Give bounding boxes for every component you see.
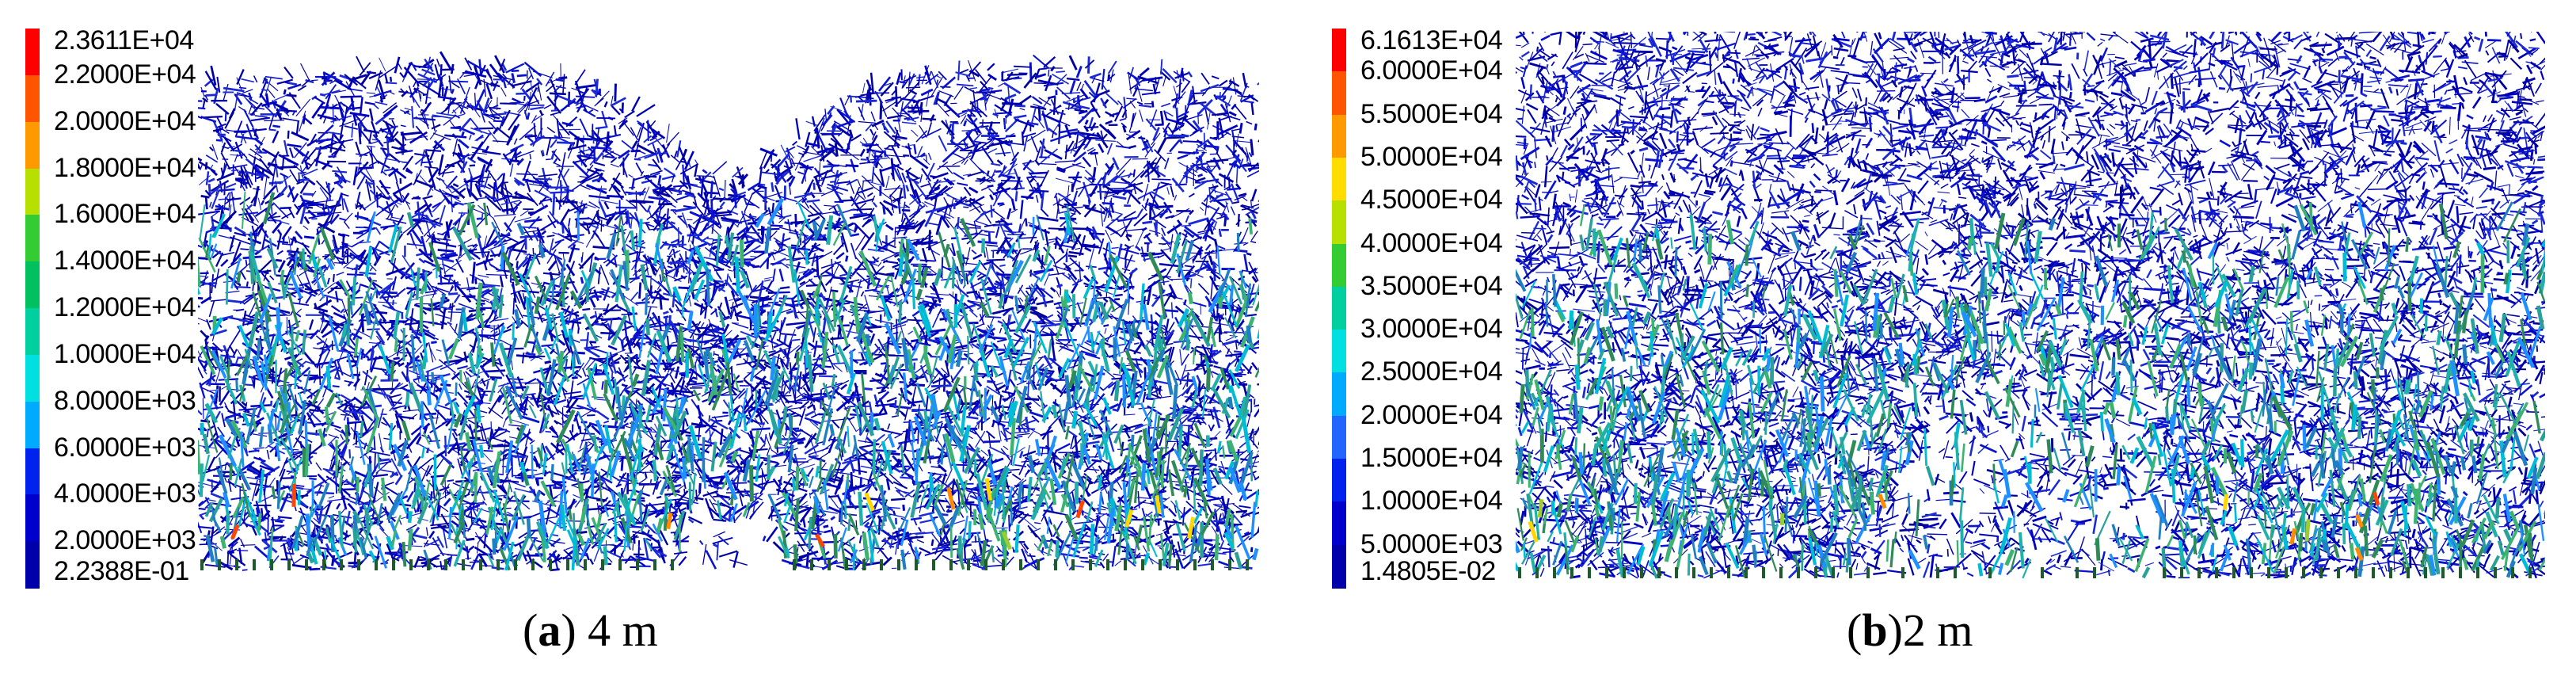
colorbar-segment	[25, 122, 40, 170]
colorbar-tick-label: 1.4805E-02	[1360, 556, 1496, 587]
colorbar-tick-label: 1.2000E+04	[54, 292, 196, 323]
colorbar-segment	[1332, 115, 1346, 158]
colorbar-segment	[1332, 501, 1346, 545]
colorbar-segment	[25, 169, 40, 216]
colorbar-segment	[25, 75, 40, 123]
panel-a: 2.3611E+04 2.2000E+04 2.0000E+04 1.8000E+04…	[0, 0, 1288, 690]
colorbar-segment	[1332, 416, 1346, 459]
colorbar-tick-label: 8.0000E+03	[54, 386, 196, 417]
panel-b: 6.1613E+04 6.0000E+04 5.5000E+04 5.0000E+04…	[1288, 0, 2576, 690]
colorbar-segment	[25, 448, 40, 496]
colorbar-tick-label: 6.0000E+03	[54, 433, 196, 463]
colorbar-segment	[25, 355, 40, 402]
colorbar-tick-label: 3.0000E+04	[1360, 314, 1502, 345]
colorbar-segment	[1332, 545, 1346, 589]
colorbar-segment	[25, 308, 40, 356]
colorbar-tick-label: 2.3611E+04	[54, 25, 194, 56]
force-chain-plot-b	[1516, 32, 2545, 586]
colorbar-tick-label: 2.5000E+04	[1360, 356, 1502, 387]
colorbar-tick-label: 1.0000E+04	[1360, 486, 1502, 517]
colorbar-tick-label: 5.5000E+04	[1360, 99, 1502, 130]
colorbar-tick-label: 2.2388E-01	[54, 556, 189, 587]
colorbar-b	[1332, 29, 1346, 588]
caption-b: (b)2 m	[1847, 604, 1973, 657]
colorbar-tick-label: 5.0000E+03	[1360, 529, 1502, 560]
colorbar-a	[25, 29, 40, 588]
colorbar-tick-label: 1.4000E+04	[54, 246, 196, 276]
colorbar-segment	[1332, 71, 1346, 115]
colorbar-segment	[1332, 200, 1346, 244]
colorbar-tick-label: 1.0000E+04	[54, 339, 196, 370]
colorbar-tick-label: 2.0000E+04	[1360, 400, 1502, 431]
colorbar-segment	[25, 402, 40, 449]
colorbar-tick-label: 2.0000E+03	[54, 525, 196, 556]
colorbar-tick-label: 2.2000E+04	[54, 59, 196, 90]
colorbar-tick-label: 1.6000E+04	[54, 199, 196, 230]
colorbar-tick-label: 3.5000E+04	[1360, 271, 1502, 302]
colorbar-segment	[25, 215, 40, 262]
colorbar-tick-label: 4.0000E+04	[1360, 228, 1502, 259]
colorbar-tick-label: 4.0000E+03	[54, 478, 196, 509]
colorbar-segment	[25, 541, 40, 589]
colorbar-segment	[25, 29, 40, 76]
colorbar-tick-label: 4.5000E+04	[1360, 185, 1502, 215]
colorbar-segment	[1332, 158, 1346, 201]
colorbar-tick-label: 5.0000E+04	[1360, 142, 1502, 173]
colorbar-segment	[1332, 330, 1346, 373]
colorbar-segment	[1332, 287, 1346, 330]
colorbar-segment	[25, 494, 40, 542]
colorbar-tick-label: 6.1613E+04	[1360, 25, 1502, 56]
colorbar-tick-label: 1.5000E+04	[1360, 443, 1502, 474]
colorbar-segment	[25, 261, 40, 309]
colorbar-segment	[1332, 372, 1346, 416]
caption-a: (a) 4 m	[523, 604, 658, 657]
colorbar-tick-label: 1.8000E+04	[54, 153, 196, 184]
colorbar-segment	[1332, 244, 1346, 288]
colorbar-segment	[1332, 459, 1346, 502]
colorbar-tick-label: 6.0000E+04	[1360, 55, 1502, 86]
colorbar-tick-label: 2.0000E+04	[54, 106, 196, 137]
colorbar-segment	[1332, 29, 1346, 72]
force-chain-plot-a	[198, 32, 1259, 586]
